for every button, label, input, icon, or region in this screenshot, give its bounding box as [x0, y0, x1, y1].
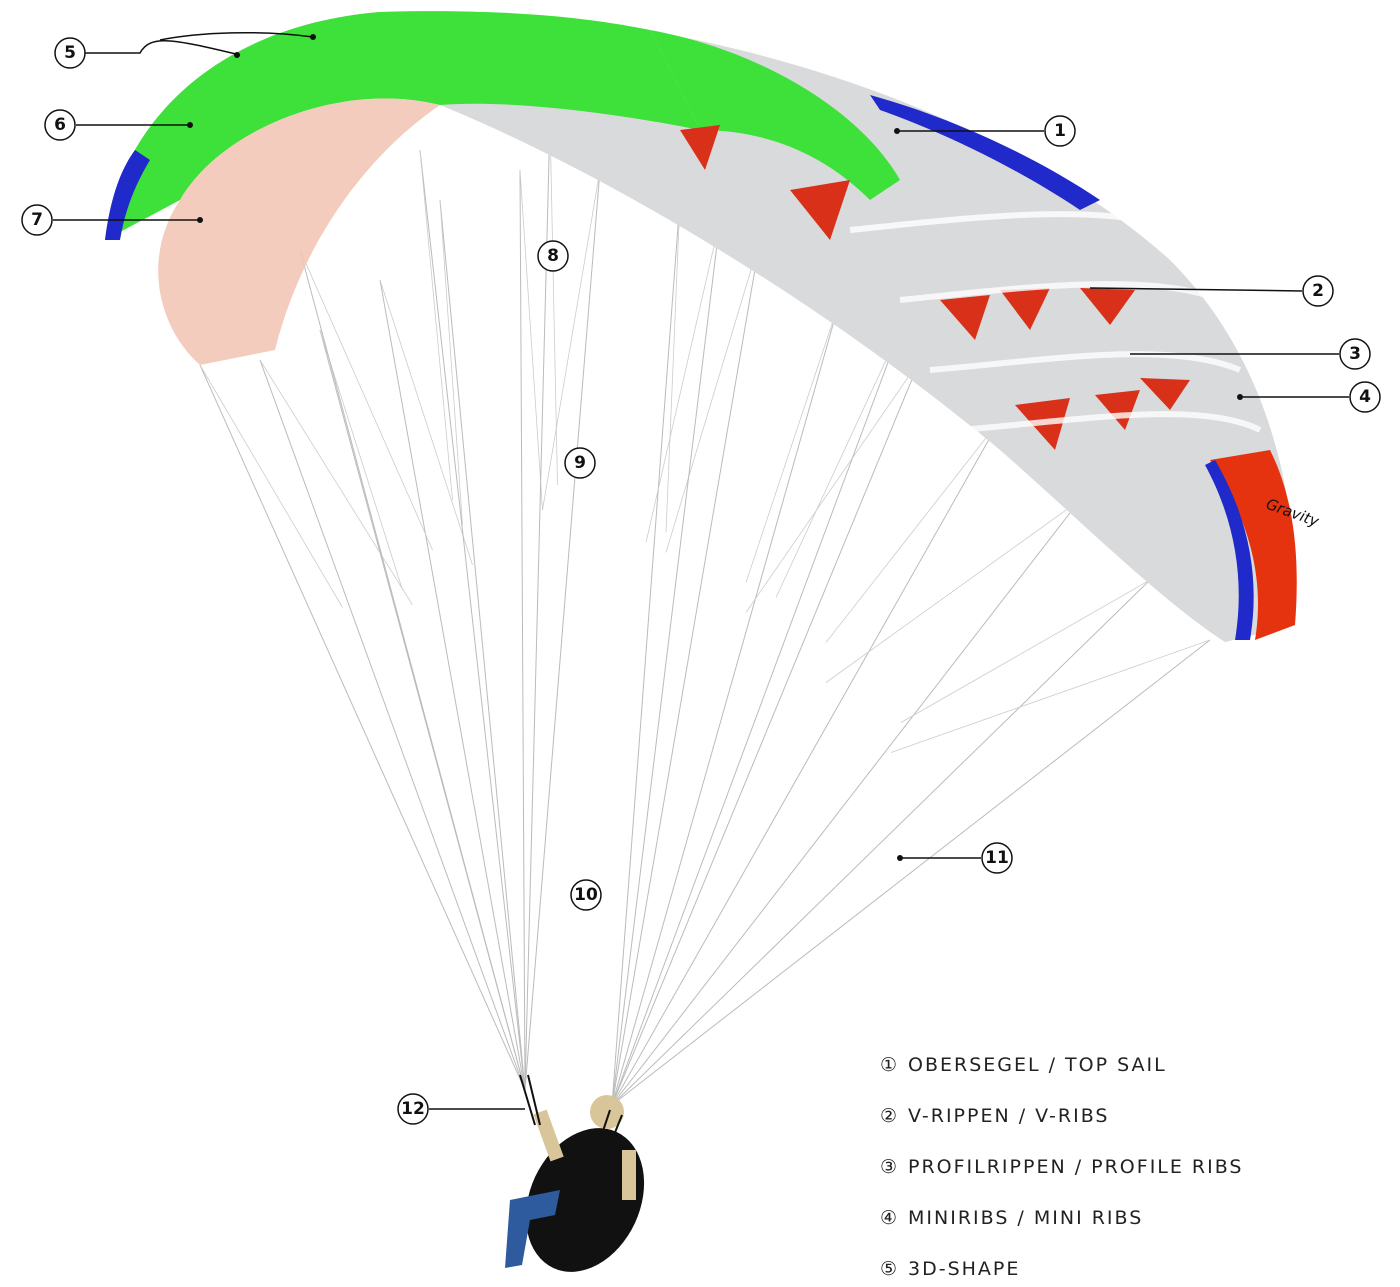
suspension-line: [646, 220, 720, 543]
suspension-line: [260, 360, 413, 605]
suspension-line: [746, 300, 840, 583]
suspension-line: [520, 170, 543, 510]
suspension-line: [666, 240, 760, 553]
suspension-line: [420, 150, 453, 500]
suspension-line: [380, 280, 525, 1090]
pilot: [503, 1095, 666, 1287]
suspension-line: [260, 360, 525, 1090]
callout-number: 8: [547, 246, 559, 266]
suspension-line: [612, 300, 840, 1105]
suspension-line: [612, 330, 900, 1105]
suspension-line: [420, 150, 525, 1090]
suspension-line: [200, 365, 343, 608]
callout-number: 9: [574, 453, 586, 473]
callout-number: 5: [64, 43, 76, 63]
callout-number: 1: [1054, 121, 1066, 141]
canopy: Gravity: [105, 11, 1322, 642]
suspension-line: [612, 640, 1210, 1105]
legend: ① OBERSEGEL / TOP SAIL ② V-RIPPEN / V-RIBS ③…: [880, 1054, 1244, 1280]
suspension-line: [612, 580, 1150, 1105]
suspension-line: [525, 170, 600, 1090]
suspension-line: [612, 220, 720, 1105]
suspension-line: [666, 200, 680, 533]
suspension-line: [612, 200, 680, 1105]
callout-number: 11: [985, 848, 1009, 868]
suspension-line: [520, 170, 525, 1090]
legend-text: 3D-SHAPE: [908, 1258, 1020, 1280]
legend-text: PROFILRIPPEN / PROFILE RIBS: [908, 1156, 1244, 1178]
callout-number: 6: [54, 115, 66, 135]
suspension-line: [300, 250, 433, 550]
legend-text: MINIRIBS / MINI RIBS: [908, 1207, 1143, 1229]
suspension-line: [550, 120, 558, 485]
legend-text: OBERSEGEL / TOP SAIL: [908, 1054, 1167, 1076]
legend-number: ⑤: [880, 1258, 899, 1280]
suspension-line: [746, 360, 920, 613]
callout-number: 7: [31, 210, 43, 230]
suspension-line: [612, 500, 1080, 1105]
suspension-line: [200, 365, 525, 1090]
callout-number: 3: [1349, 344, 1361, 364]
suspension-line: [826, 420, 1000, 643]
suspension-line: [826, 500, 1080, 683]
suspension-line: [440, 200, 525, 1090]
callout-number: 12: [401, 1099, 425, 1119]
suspension-line: [300, 250, 525, 1090]
suspension-line: [612, 360, 920, 1105]
callout-number: 4: [1359, 387, 1371, 407]
legend-number: ③: [880, 1156, 899, 1178]
page: Gravity 123456789101112 ①OBERSEGEL / TOP…: [0, 0, 1400, 1287]
legend-number: ①: [880, 1054, 899, 1076]
legend-text: V-RIPPEN / V-RIBS: [908, 1105, 1109, 1127]
callout-number: 10: [574, 885, 598, 905]
suspension-line: [891, 640, 1210, 753]
legend-number: ②: [880, 1105, 899, 1127]
callout-number: 2: [1312, 281, 1324, 301]
legend-number: ④: [880, 1207, 899, 1229]
suspension-line: [380, 280, 473, 565]
